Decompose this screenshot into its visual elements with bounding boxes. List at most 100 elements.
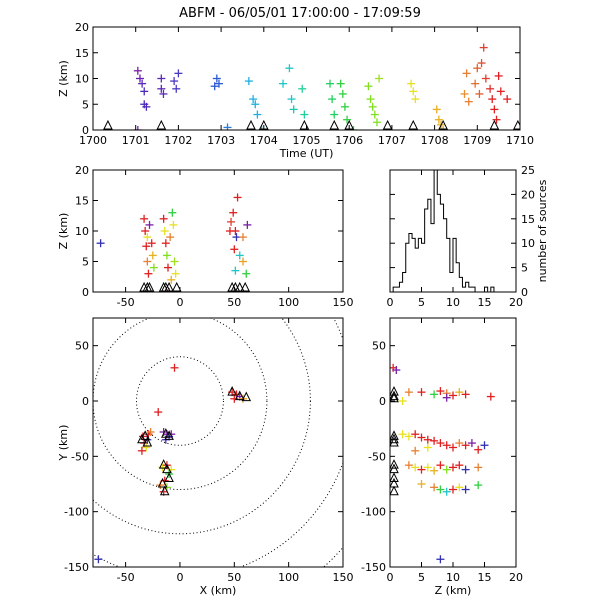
source-point bbox=[442, 441, 451, 450]
plan-view-ytick-label: 50 bbox=[75, 340, 89, 353]
altitude-histogram-xtick-label: 20 bbox=[509, 296, 523, 309]
source-point bbox=[430, 483, 439, 492]
source-point bbox=[417, 433, 426, 442]
altitude-histogram-ytick-label: 5 bbox=[521, 262, 528, 275]
station-marker bbox=[137, 433, 147, 444]
source-point bbox=[404, 388, 413, 397]
source-point bbox=[473, 64, 482, 73]
x-z-xtick-label: 100 bbox=[278, 296, 299, 309]
source-point bbox=[492, 115, 501, 124]
source-point bbox=[474, 463, 483, 472]
station-marker bbox=[390, 433, 399, 444]
plan-view-xlabel: X (km) bbox=[200, 584, 237, 597]
source-point bbox=[154, 408, 163, 417]
source-point bbox=[300, 110, 309, 119]
source-point bbox=[455, 461, 464, 470]
source-point bbox=[471, 79, 480, 88]
source-point bbox=[146, 427, 155, 436]
station-marker bbox=[171, 281, 182, 292]
z-y-ytick-label: 50 bbox=[372, 340, 386, 353]
plan-view-ytick-label: -50 bbox=[71, 450, 89, 463]
source-point bbox=[135, 74, 144, 83]
source-point bbox=[436, 439, 445, 448]
histogram-bar bbox=[462, 287, 465, 292]
z-y-ytick-label: -100 bbox=[361, 506, 386, 519]
source-point bbox=[436, 387, 445, 396]
source-point bbox=[417, 480, 426, 488]
source-point bbox=[285, 64, 294, 73]
plan-view-frame bbox=[92, 317, 344, 568]
source-point bbox=[467, 439, 476, 448]
time-height-xtick-label: 1707 bbox=[378, 134, 406, 147]
histogram-bar bbox=[406, 243, 409, 292]
source-point bbox=[449, 391, 457, 400]
histogram-bar bbox=[403, 272, 406, 292]
station-marker bbox=[489, 119, 500, 130]
source-point bbox=[439, 126, 448, 130]
source-point bbox=[364, 82, 373, 91]
range-ring bbox=[93, 318, 268, 491]
z-y-xtick-label: 10 bbox=[446, 571, 460, 584]
source-point bbox=[233, 193, 242, 202]
z-y-xlabel: Z (km) bbox=[435, 584, 472, 597]
source-point bbox=[164, 263, 172, 272]
source-point bbox=[409, 87, 418, 96]
station-marker bbox=[390, 472, 399, 482]
z-y-xtick-label: 15 bbox=[478, 571, 492, 584]
plan-view-xtick-label: -50 bbox=[117, 571, 135, 584]
station-marker bbox=[164, 472, 174, 482]
time-height-xtick-label: 1701 bbox=[122, 134, 150, 147]
source-point bbox=[434, 115, 443, 124]
source-point bbox=[160, 227, 169, 235]
source-point bbox=[239, 233, 247, 242]
source-point bbox=[411, 430, 420, 439]
histogram-bar bbox=[444, 219, 447, 292]
time-height-xtick-label: 1706 bbox=[335, 134, 363, 147]
altitude-histogram-xtick-label: 0 bbox=[387, 296, 394, 309]
time-height-xtick-label: 1703 bbox=[207, 134, 235, 147]
station-marker bbox=[234, 281, 245, 292]
source-point bbox=[159, 214, 168, 223]
x-z-xtick-label: 50 bbox=[227, 296, 241, 309]
altitude-histogram-ytick-label: 20 bbox=[521, 188, 535, 201]
histogram-bar bbox=[472, 287, 475, 292]
time-height-ytick-label: 0 bbox=[82, 124, 89, 137]
source-point bbox=[474, 481, 483, 490]
station-marker bbox=[390, 459, 399, 469]
z-y-xtick-label: 20 bbox=[509, 571, 523, 584]
histogram-bar bbox=[459, 277, 462, 292]
x-z-plot-area bbox=[96, 193, 252, 292]
station-marker bbox=[164, 430, 174, 440]
plan-view-plot-area bbox=[93, 318, 343, 567]
station-marker bbox=[140, 430, 150, 440]
source-point bbox=[336, 79, 345, 88]
source-point bbox=[398, 397, 407, 405]
time-height-xlabel: Time (UT) bbox=[279, 147, 334, 160]
histogram-bar bbox=[453, 238, 456, 292]
altitude-histogram-ytick-label: 0 bbox=[521, 286, 528, 299]
source-point bbox=[157, 74, 166, 83]
time-height-xtick-label: 1708 bbox=[421, 134, 449, 147]
source-point bbox=[343, 115, 352, 124]
source-point bbox=[257, 126, 266, 130]
time-height-ytick-label: 5 bbox=[82, 98, 89, 111]
source-point bbox=[230, 245, 239, 254]
x-z-xtick-label: -50 bbox=[117, 296, 135, 309]
source-point bbox=[368, 102, 377, 111]
source-point bbox=[411, 95, 420, 104]
x-z-ytick-label: 15 bbox=[75, 195, 89, 208]
source-point bbox=[496, 87, 505, 96]
source-point bbox=[449, 443, 457, 452]
station-marker bbox=[161, 428, 171, 438]
histogram-bar bbox=[412, 238, 415, 292]
source-point bbox=[298, 84, 307, 93]
source-point bbox=[423, 435, 432, 444]
station-marker bbox=[158, 459, 169, 469]
source-point bbox=[230, 394, 239, 403]
source-point bbox=[442, 487, 451, 496]
time-height-plot-area bbox=[103, 43, 520, 130]
station-marker bbox=[234, 390, 245, 401]
source-point bbox=[229, 208, 238, 217]
x-z-xtick-label: 150 bbox=[333, 296, 354, 309]
